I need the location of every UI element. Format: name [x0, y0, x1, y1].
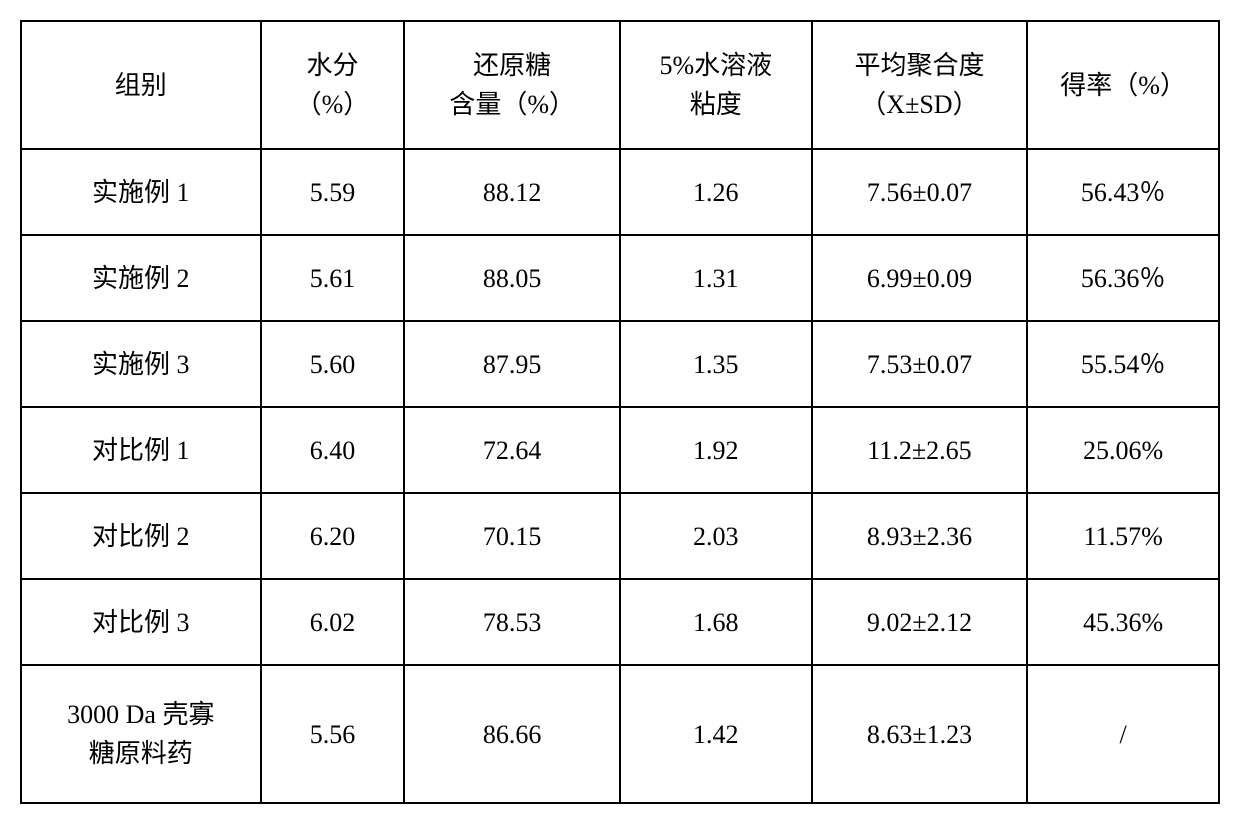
data-table: 组别 水分（%） 还原糖含量（%） 5%水溶液粘度 平均聚合度（X±SD） 得率…: [20, 20, 1220, 804]
table-cell: 70.15: [404, 493, 620, 579]
table-row: 对比例 16.4072.641.9211.2±2.6525.06%: [21, 407, 1219, 493]
table-cell: 86.66: [404, 665, 620, 803]
header-polymerization: 平均聚合度（X±SD）: [812, 21, 1028, 149]
table-cell: 88.05: [404, 235, 620, 321]
table-cell: 45.36%: [1027, 579, 1219, 665]
table-cell: 对比例 3: [21, 579, 261, 665]
table-cell: 实施例 3: [21, 321, 261, 407]
table-row: 实施例 25.6188.051.316.99±0.0956.36％: [21, 235, 1219, 321]
table-row: 实施例 35.6087.951.357.53±0.0755.54％: [21, 321, 1219, 407]
table-cell: 9.02±2.12: [812, 579, 1028, 665]
table-cell: 5.61: [261, 235, 405, 321]
table-cell: 1.31: [620, 235, 812, 321]
table-row: 对比例 36.0278.531.689.02±2.1245.36%: [21, 579, 1219, 665]
table-cell: 7.56±0.07: [812, 149, 1028, 235]
table-cell: 实施例 1: [21, 149, 261, 235]
table-cell: /: [1027, 665, 1219, 803]
table-cell: 对比例 2: [21, 493, 261, 579]
table-cell: 6.02: [261, 579, 405, 665]
table-head: 组别 水分（%） 还原糖含量（%） 5%水溶液粘度 平均聚合度（X±SD） 得率…: [21, 21, 1219, 149]
header-yield: 得率（%）: [1027, 21, 1219, 149]
table-cell: 6.20: [261, 493, 405, 579]
table-row: 对比例 26.2070.152.038.93±2.3611.57%: [21, 493, 1219, 579]
table-cell: 8.93±2.36: [812, 493, 1028, 579]
table-cell: 72.64: [404, 407, 620, 493]
table-body: 实施例 15.5988.121.267.56±0.0756.43％实施例 25.…: [21, 149, 1219, 803]
table-cell: 6.40: [261, 407, 405, 493]
header-group: 组别: [21, 21, 261, 149]
table-cell: 5.59: [261, 149, 405, 235]
header-row: 组别 水分（%） 还原糖含量（%） 5%水溶液粘度 平均聚合度（X±SD） 得率…: [21, 21, 1219, 149]
table-cell: 1.92: [620, 407, 812, 493]
table-cell: 1.35: [620, 321, 812, 407]
table-cell: 55.54％: [1027, 321, 1219, 407]
header-reducing-sugar: 还原糖含量（%）: [404, 21, 620, 149]
table-cell: 5.56: [261, 665, 405, 803]
table-cell: 1.26: [620, 149, 812, 235]
table-cell: 5.60: [261, 321, 405, 407]
table-row: 实施例 15.5988.121.267.56±0.0756.43％: [21, 149, 1219, 235]
header-viscosity: 5%水溶液粘度: [620, 21, 812, 149]
table-cell: 8.63±1.23: [812, 665, 1028, 803]
table-cell: 78.53: [404, 579, 620, 665]
table-cell: 实施例 2: [21, 235, 261, 321]
header-moisture: 水分（%）: [261, 21, 405, 149]
table-cell: 1.42: [620, 665, 812, 803]
table-cell: 对比例 1: [21, 407, 261, 493]
table-cell: 25.06%: [1027, 407, 1219, 493]
table-cell: 11.57%: [1027, 493, 1219, 579]
table-row: 3000 Da 壳寡糖原料药5.5686.661.428.63±1.23/: [21, 665, 1219, 803]
table-cell: 56.43％: [1027, 149, 1219, 235]
table-cell: 3000 Da 壳寡糖原料药: [21, 665, 261, 803]
table-cell: 88.12: [404, 149, 620, 235]
table-cell: 11.2±2.65: [812, 407, 1028, 493]
table-cell: 2.03: [620, 493, 812, 579]
table-cell: 87.95: [404, 321, 620, 407]
table-cell: 1.68: [620, 579, 812, 665]
table-cell: 7.53±0.07: [812, 321, 1028, 407]
data-table-container: 组别 水分（%） 还原糖含量（%） 5%水溶液粘度 平均聚合度（X±SD） 得率…: [20, 20, 1220, 804]
table-cell: 56.36％: [1027, 235, 1219, 321]
table-cell: 6.99±0.09: [812, 235, 1028, 321]
